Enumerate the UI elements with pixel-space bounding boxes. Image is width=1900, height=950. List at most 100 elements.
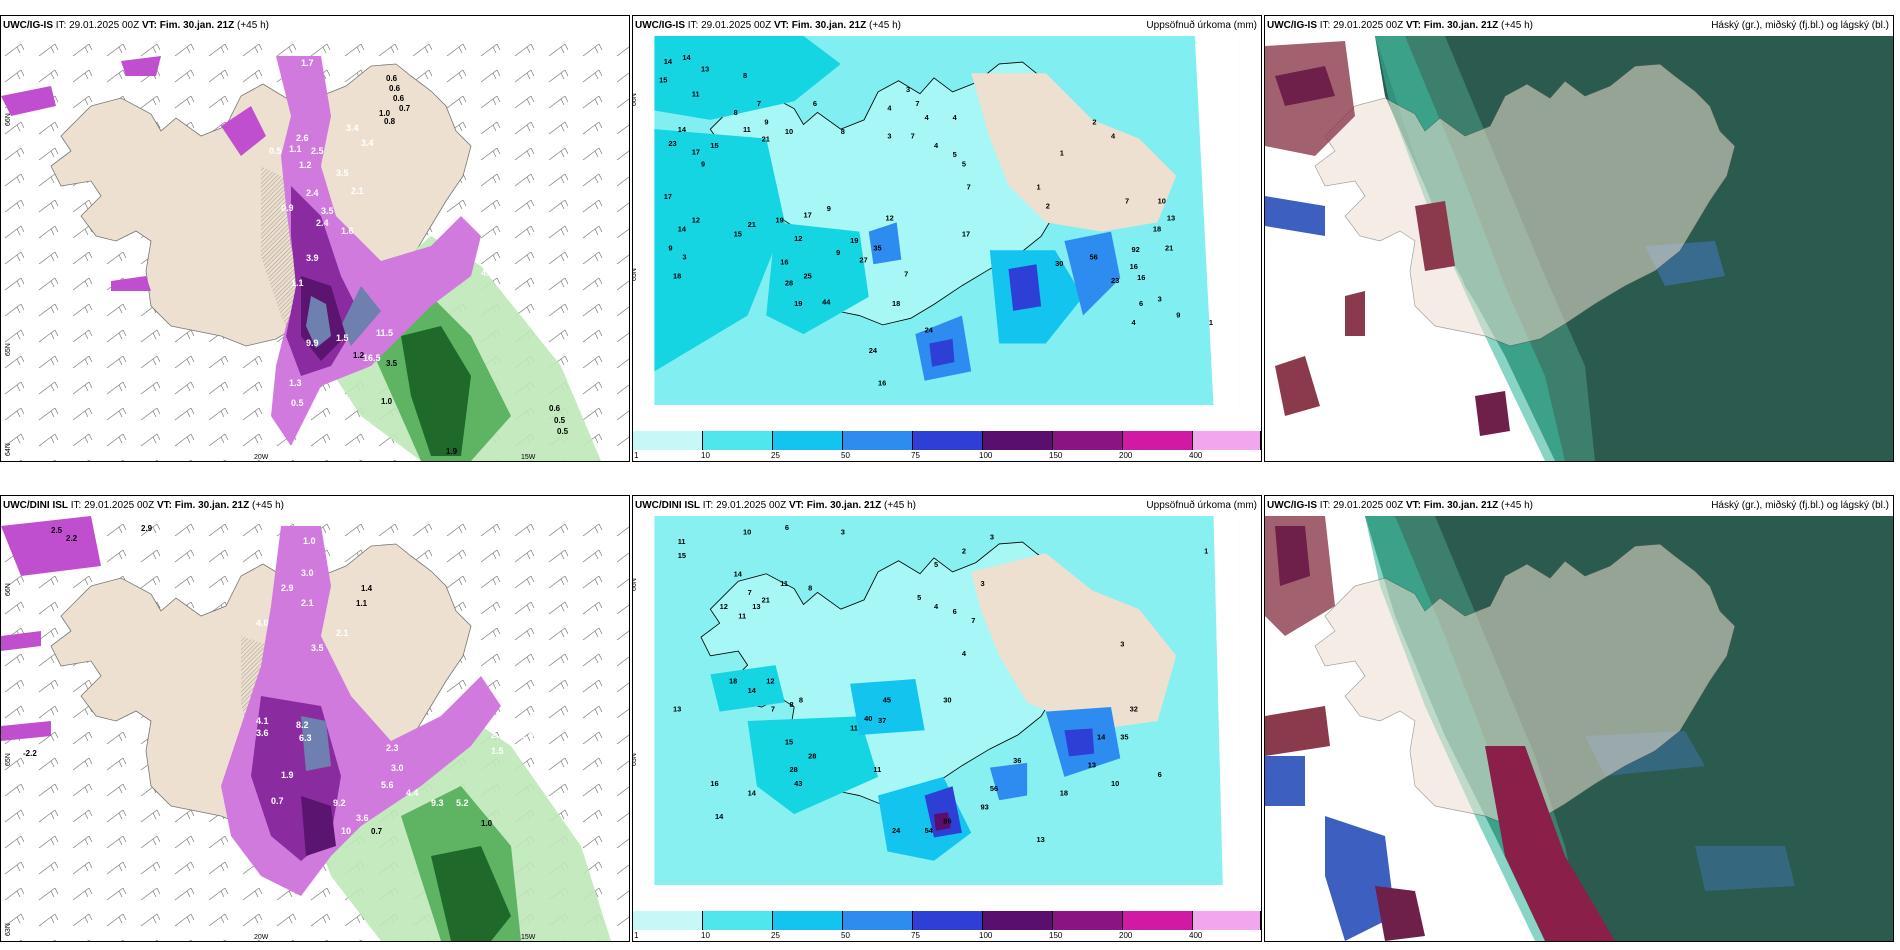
value-label: 9 bbox=[836, 248, 840, 257]
value-label: 16 bbox=[1137, 273, 1145, 282]
value-label: 1 bbox=[1209, 318, 1213, 327]
legend-swatch bbox=[703, 431, 773, 450]
legend-swatch bbox=[703, 911, 773, 930]
value-label: 15 bbox=[734, 229, 742, 238]
model-name: UWC/IG-IS bbox=[1267, 20, 1317, 31]
lat-label: 65N bbox=[5, 753, 12, 766]
value-label: 9 bbox=[764, 118, 768, 127]
init-time: 29.01.2025 00Z bbox=[1333, 500, 1404, 511]
value-label: 14 bbox=[1097, 733, 1106, 742]
legend-tick: 50 bbox=[841, 931, 850, 940]
value-label: 1.5 bbox=[336, 333, 349, 343]
value-label: 10 bbox=[785, 127, 793, 136]
field-title: Uppsöfnuð úrkoma (mm) bbox=[1146, 20, 1257, 31]
value-label: 1.3 bbox=[521, 730, 534, 740]
value-label: 2.9 bbox=[141, 524, 153, 533]
value-label: 86 bbox=[943, 816, 951, 825]
value-label: 40 bbox=[864, 714, 872, 723]
legend-tick: 150 bbox=[1049, 931, 1063, 940]
value-label: 3 bbox=[1120, 639, 1124, 648]
value-label: 7 bbox=[1125, 197, 1129, 206]
lat-label: 66N bbox=[632, 578, 638, 591]
legend-swatch bbox=[1053, 431, 1123, 450]
it-label: IT: bbox=[55, 20, 67, 31]
value-label: 1.0 bbox=[381, 397, 393, 406]
vt-label: VT: bbox=[1405, 20, 1421, 31]
lon-label: 20W bbox=[254, 454, 269, 461]
lat-label: 65N bbox=[632, 268, 638, 281]
value-label: 23 bbox=[1111, 276, 1119, 285]
model-name: UWC/DINI ISL bbox=[3, 500, 68, 511]
value-label: 0.6 bbox=[393, 94, 405, 103]
value-label: 9 bbox=[1176, 310, 1180, 319]
value-label: 21 bbox=[1165, 243, 1173, 252]
vt-label: VT: bbox=[773, 20, 789, 31]
value-label: 1.0 bbox=[379, 109, 391, 118]
it-label: IT: bbox=[1319, 500, 1331, 511]
value-label: 12 bbox=[886, 213, 894, 222]
value-label: 2.1 bbox=[351, 186, 364, 196]
model-name: UWC/IG-IS bbox=[3, 20, 53, 31]
value-label: 0.6 bbox=[386, 74, 398, 83]
lon-label: 20W bbox=[254, 934, 269, 941]
value-label: 7 bbox=[967, 183, 971, 192]
value-label: 24 bbox=[892, 826, 901, 835]
value-label: 1.1 bbox=[291, 278, 304, 288]
value-label: 10 bbox=[1111, 779, 1119, 788]
value-label: 3.5 bbox=[321, 206, 334, 216]
value-label: 8.2 bbox=[296, 720, 309, 730]
lat-label: 66N bbox=[5, 583, 12, 596]
value-label: 92 bbox=[1131, 245, 1139, 254]
value-label: 2.5 bbox=[311, 146, 324, 156]
value-label: 1.3 bbox=[289, 378, 302, 388]
panel-dini-precip: UWC/DINI ISL IT: 29.01.2025 00Z VT: Fim.… bbox=[632, 495, 1262, 942]
model-name: UWC/DINI ISL bbox=[635, 500, 700, 511]
value-label: 0.6 bbox=[389, 84, 401, 93]
value-label: 11 bbox=[873, 765, 881, 774]
value-label: 3.7 bbox=[511, 263, 524, 273]
value-label: 3 bbox=[1158, 295, 1162, 304]
value-label: 44 bbox=[822, 297, 831, 306]
value-label: 5 bbox=[962, 159, 966, 168]
legend-tick: 400 bbox=[1189, 931, 1203, 940]
value-label: 25 bbox=[804, 271, 812, 280]
value-label: 6 bbox=[813, 99, 817, 108]
value-label: 30 bbox=[1055, 259, 1063, 268]
value-label: 0.5 bbox=[269, 146, 282, 156]
vt-label: VT: bbox=[1405, 500, 1421, 511]
value-label: 8 bbox=[743, 71, 747, 80]
legend-swatch bbox=[1193, 431, 1261, 450]
panel-header: UWC/IG-IS IT: 29.01.2025 00Z VT: Fim. 30… bbox=[633, 16, 1261, 36]
value-label: 2 bbox=[962, 546, 966, 555]
value-label: 15 bbox=[678, 551, 686, 560]
value-label: 2.9 bbox=[281, 583, 294, 593]
value-label: 5.6 bbox=[381, 780, 394, 790]
init-time: 29.01.2025 00Z bbox=[1333, 20, 1404, 31]
vt-label: VT: bbox=[141, 20, 157, 31]
panel-header: UWC/IG-IS IT: 29.01.2025 00Z VT: Fim. 30… bbox=[1265, 496, 1893, 516]
value-label: 4 bbox=[1111, 131, 1116, 140]
value-label: 16 bbox=[710, 779, 718, 788]
map-precip-ig: 14 14 13 15 11 8 7 8 9 11 14 23 17 15 9 … bbox=[654, 36, 1240, 405]
panel-dini-cloud: UWC/IG-IS IT: 29.01.2025 00Z VT: Fim. 30… bbox=[1264, 495, 1894, 942]
value-label: 1.2 bbox=[299, 160, 312, 170]
legend-tick: 200 bbox=[1119, 931, 1133, 940]
value-label: 18 bbox=[1060, 789, 1068, 798]
value-label: 4 bbox=[934, 602, 939, 611]
value-label: 11 bbox=[692, 90, 700, 99]
value-label: 2.4 bbox=[316, 218, 329, 228]
legend-tick: 200 bbox=[1119, 451, 1133, 460]
value-label: 4 bbox=[953, 113, 958, 122]
legend-tick: 25 bbox=[771, 451, 780, 460]
value-label: 27 bbox=[859, 255, 867, 264]
value-label: 19 bbox=[794, 299, 802, 308]
value-label: 9.3 bbox=[431, 798, 444, 808]
init-time: 29.01.2025 00Z bbox=[69, 20, 140, 31]
lat-label: 65N bbox=[632, 753, 638, 766]
legend-tick: 25 bbox=[771, 931, 780, 940]
value-label: 4 bbox=[887, 104, 892, 113]
lead-time: (+45 h) bbox=[1501, 20, 1533, 31]
field-title: Uppsöfnuð úrkoma (mm) bbox=[1146, 500, 1257, 511]
legend-swatch bbox=[633, 431, 703, 450]
legend-tick: 100 bbox=[979, 451, 993, 460]
